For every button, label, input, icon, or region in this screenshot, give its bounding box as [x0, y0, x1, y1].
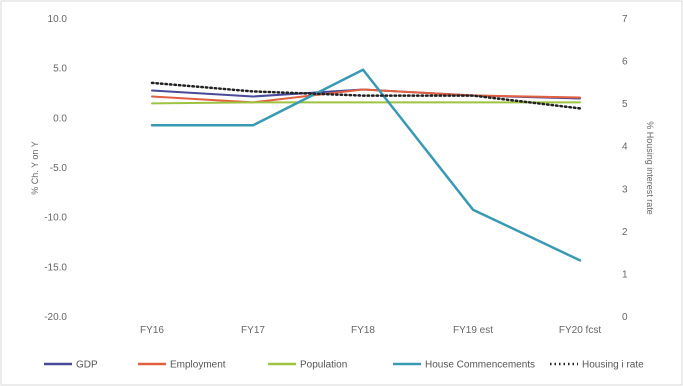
y2-tick-label: 0 [622, 312, 628, 323]
series-lines [150, 68, 582, 262]
x-tick-label: FY19 est [453, 325, 493, 336]
y2-axis-title: % Housing interest rate [645, 121, 655, 215]
legend-label: Population [300, 360, 347, 371]
y2-tick-label: 1 [622, 269, 628, 280]
x-tick-label: FY17 [241, 325, 265, 336]
x-tick-label: FY18 [351, 325, 375, 336]
series-line-house-commencements [150, 68, 582, 262]
x-tick-label: FY16 [140, 325, 164, 336]
left-axis-ticks: 10.0 5.0 0.0 -5.0 -10.0 -15.0 -20.0 [44, 14, 67, 323]
y-tick-label: -10.0 [44, 213, 67, 224]
legend-label: Housing i rate [582, 360, 644, 371]
y-axis-title: % Ch. Y on Y [30, 141, 40, 195]
y-tick-label: -20.0 [44, 312, 67, 323]
y2-tick-label: 2 [622, 227, 628, 238]
x-tick-label: FY20 fcst [559, 325, 601, 336]
y2-tick-label: 5 [622, 99, 628, 110]
y2-tick-label: 6 [622, 57, 628, 68]
legend-label: House Commencements [425, 360, 535, 371]
series-line-employment [151, 88, 581, 104]
legend-label: Employment [170, 360, 226, 371]
right-axis-ticks: 7 6 5 4 3 2 1 0 [622, 14, 628, 323]
y2-tick-label: 3 [622, 184, 628, 195]
legend-label: GDP [76, 360, 98, 371]
y-tick-label: 10.0 [48, 14, 68, 25]
y2-tick-label: 7 [622, 14, 628, 25]
x-axis-ticks: FY16 FY17 FY18 FY19 est FY20 fcst [140, 325, 601, 336]
y-tick-label: -5.0 [50, 163, 68, 174]
y-tick-label: 5.0 [53, 64, 67, 75]
y-tick-label: -15.0 [44, 262, 67, 273]
y2-tick-label: 4 [622, 142, 628, 153]
y-tick-label: 0.0 [53, 113, 67, 124]
series-line-housing-i-rate [150, 81, 582, 110]
legend: GDP Employment Population House Commencemen… [44, 360, 644, 371]
series-line-population [151, 101, 581, 105]
